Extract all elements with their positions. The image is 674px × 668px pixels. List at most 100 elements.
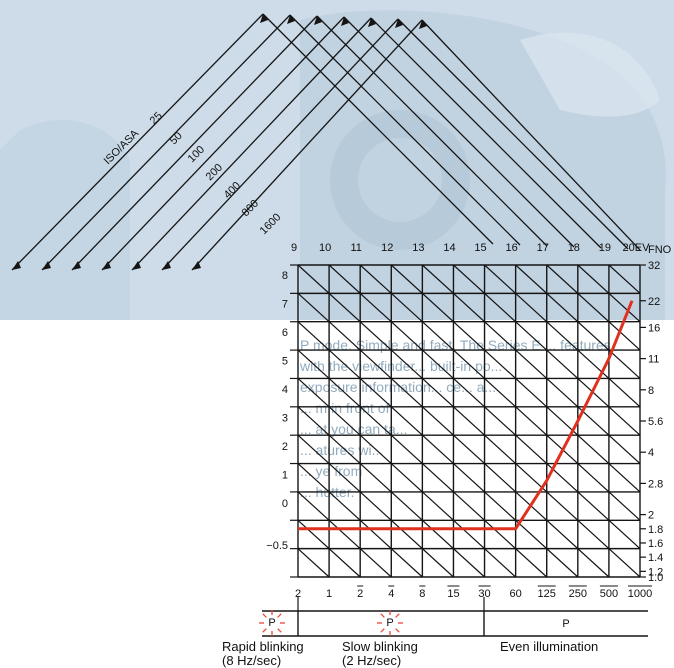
iso-chevron-right bbox=[421, 19, 641, 251]
ev-labels: 9 10 11 12 13 14 15 16 17 18 19 20EV bbox=[291, 242, 650, 254]
fno-labels: FNO 32 22 16 11 8 5.6 4 2.8 2 1.8 1.6 1.4 1.21.0 bbox=[640, 244, 672, 584]
shutter-label: 2 bbox=[295, 588, 301, 600]
ev-diagonal-line bbox=[297, 264, 641, 578]
iso-arrowhead-top bbox=[419, 20, 427, 29]
slow-blink-icon: P bbox=[377, 610, 403, 636]
background-text-line: ... ye from bbox=[300, 463, 362, 479]
iso-chevron-left bbox=[11, 13, 264, 271]
shutter-label: 500 bbox=[600, 588, 618, 600]
program-line bbox=[298, 300, 634, 531]
ev-diagonal-line bbox=[515, 264, 641, 379]
ev-label: 10 bbox=[319, 242, 331, 254]
left-axis-label: 5 bbox=[282, 356, 288, 368]
shutter-label: 250 bbox=[569, 588, 587, 600]
ev-diagonal-line bbox=[546, 264, 641, 351]
background-text-line: with the viewfinder... built-in po... bbox=[299, 358, 502, 374]
blink-ray bbox=[380, 613, 385, 618]
background-text-line: ... m in front of bbox=[300, 400, 390, 416]
iso-arrowhead-top bbox=[341, 17, 349, 26]
ev-diagonal-line bbox=[297, 434, 454, 578]
ev-label: 18 bbox=[568, 242, 580, 254]
blink-ray bbox=[395, 628, 400, 633]
ev-diagonal-line bbox=[421, 264, 641, 464]
iso-chevron-left bbox=[131, 17, 372, 271]
fno-label: 32 bbox=[648, 260, 660, 272]
iso-chevron-left bbox=[71, 15, 318, 271]
iso-value-label: 400 bbox=[222, 180, 243, 201]
iso-value-label: 200 bbox=[204, 162, 225, 183]
ev-diagonal-line bbox=[359, 264, 641, 521]
ev-diagonal-line bbox=[297, 378, 517, 578]
iso-chevron-right bbox=[262, 13, 494, 245]
iso-arrowhead-left bbox=[192, 261, 201, 270]
iso-arrowhead-left bbox=[132, 261, 141, 270]
iso-value-label: 800 bbox=[240, 198, 261, 219]
left-axis-label: 7 bbox=[282, 299, 288, 311]
blink-ray bbox=[277, 613, 282, 618]
left-axis-label: 6 bbox=[282, 327, 288, 339]
fno-label: 2 bbox=[648, 510, 654, 522]
ev-label: 16 bbox=[506, 242, 518, 254]
ev-diagonals bbox=[297, 264, 641, 578]
iso-chevron-left bbox=[41, 14, 291, 271]
iso-value-label: 50 bbox=[168, 130, 185, 147]
ev-diagonal-line bbox=[328, 264, 641, 550]
ev-diagonal-line bbox=[297, 321, 579, 578]
iso-arrowhead-top bbox=[395, 19, 403, 28]
ev-diagonal-line bbox=[297, 491, 392, 578]
shutter-label: 4 bbox=[388, 588, 394, 600]
ev-diagonal-line bbox=[453, 264, 641, 436]
iso-value-label: 1600 bbox=[258, 211, 284, 237]
ev-diagonal-line bbox=[608, 264, 641, 294]
iso-arrowhead-top bbox=[368, 18, 376, 27]
iso-chevron-right bbox=[289, 14, 521, 246]
fno-label: 5.6 bbox=[648, 416, 663, 428]
fno-label: 8 bbox=[648, 385, 654, 397]
iso-arrowhead-top bbox=[260, 14, 268, 23]
exposure-grid bbox=[290, 264, 641, 578]
shutter-label: 30 bbox=[478, 588, 490, 600]
fno-label: 22 bbox=[648, 296, 660, 308]
indicator-p-symbol: P bbox=[386, 617, 393, 629]
left-axis-label: 8 bbox=[282, 270, 288, 282]
iso-chevron-right bbox=[343, 16, 575, 248]
iso-chevron-left bbox=[101, 16, 345, 271]
left-axis-label: 2 bbox=[282, 441, 288, 453]
ev-diagonal-line bbox=[297, 292, 610, 578]
ev-diagonal-line bbox=[297, 349, 548, 578]
shutter-label: 1 bbox=[326, 588, 332, 600]
ev-diagonal-line bbox=[297, 463, 423, 578]
left-axis-labels: 8 7 6 5 4 3 2 1 0 −0.5 bbox=[266, 270, 288, 552]
blink-ray bbox=[262, 613, 267, 618]
left-axis-label: 0 bbox=[282, 498, 288, 510]
left-axis-label: 3 bbox=[282, 413, 288, 425]
background-text-line: ... atures wi... bbox=[300, 442, 383, 458]
rapid-blinking-label: Rapid blinking bbox=[222, 639, 304, 654]
rapid-rate-label: (8 Hz/sec) bbox=[222, 653, 281, 668]
iso-chevron-left bbox=[191, 19, 423, 271]
fno-label: 1.2 bbox=[648, 566, 663, 578]
iso-value-label: 100 bbox=[186, 144, 207, 165]
ev-label: 9 bbox=[291, 242, 297, 254]
ev-label: 12 bbox=[381, 242, 393, 254]
fno-label: 1.4 bbox=[648, 552, 663, 564]
shutter-label: 8 bbox=[419, 588, 425, 600]
iso-chevron-right bbox=[316, 15, 548, 247]
left-axis-label: −0.5 bbox=[266, 540, 288, 552]
shutter-label: 2 bbox=[357, 588, 363, 600]
iso-arrowhead-left bbox=[72, 261, 81, 270]
shutter-label: 60 bbox=[510, 588, 522, 600]
fno-label: 11 bbox=[648, 354, 659, 366]
rapid-blink-icon: P bbox=[259, 610, 285, 636]
blink-ray bbox=[277, 628, 282, 633]
blink-ray bbox=[262, 628, 267, 633]
shutter-speed-labels: 2 1 2 4 8 15 30 60 125 250 500 1000 bbox=[295, 585, 652, 600]
iso-arrowhead-left bbox=[42, 261, 51, 270]
iso-arrowhead-left bbox=[12, 261, 21, 270]
fno-label: 1.8 bbox=[648, 524, 663, 536]
fno-label: 4 bbox=[648, 447, 654, 459]
ev-label: 20EV bbox=[623, 242, 651, 254]
iso-chevron-right bbox=[397, 18, 629, 250]
